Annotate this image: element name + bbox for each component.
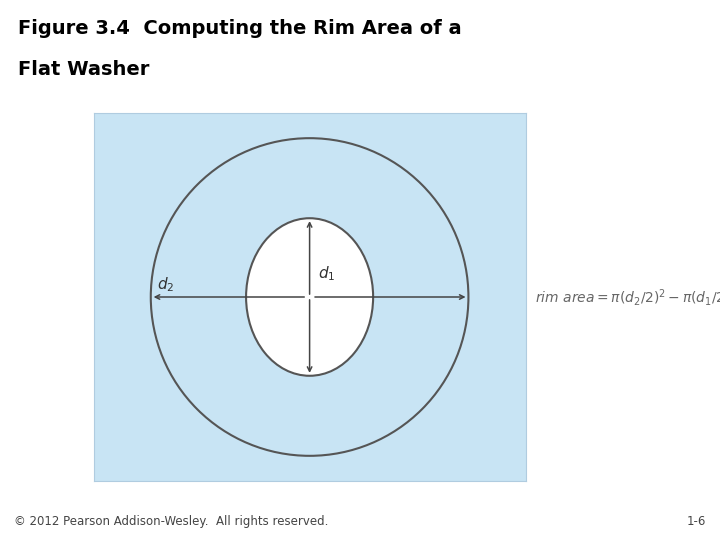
Text: Figure 3.4  Computing the Rim Area of a: Figure 3.4 Computing the Rim Area of a [18, 19, 462, 38]
Text: $d_2$: $d_2$ [157, 275, 174, 294]
Ellipse shape [246, 218, 373, 376]
Circle shape [150, 138, 469, 456]
Text: 1-6: 1-6 [686, 515, 706, 528]
Text: $d_1$: $d_1$ [318, 264, 336, 282]
Text: Flat Washer: Flat Washer [18, 60, 149, 79]
Text: $rim\ area = \pi(d_2/2)^2 - \pi(d_1/2)^2$: $rim\ area = \pi(d_2/2)^2 - \pi(d_1/2)^2… [536, 287, 720, 307]
Text: © 2012 Pearson Addison-Wesley.  All rights reserved.: © 2012 Pearson Addison-Wesley. All right… [14, 515, 329, 528]
